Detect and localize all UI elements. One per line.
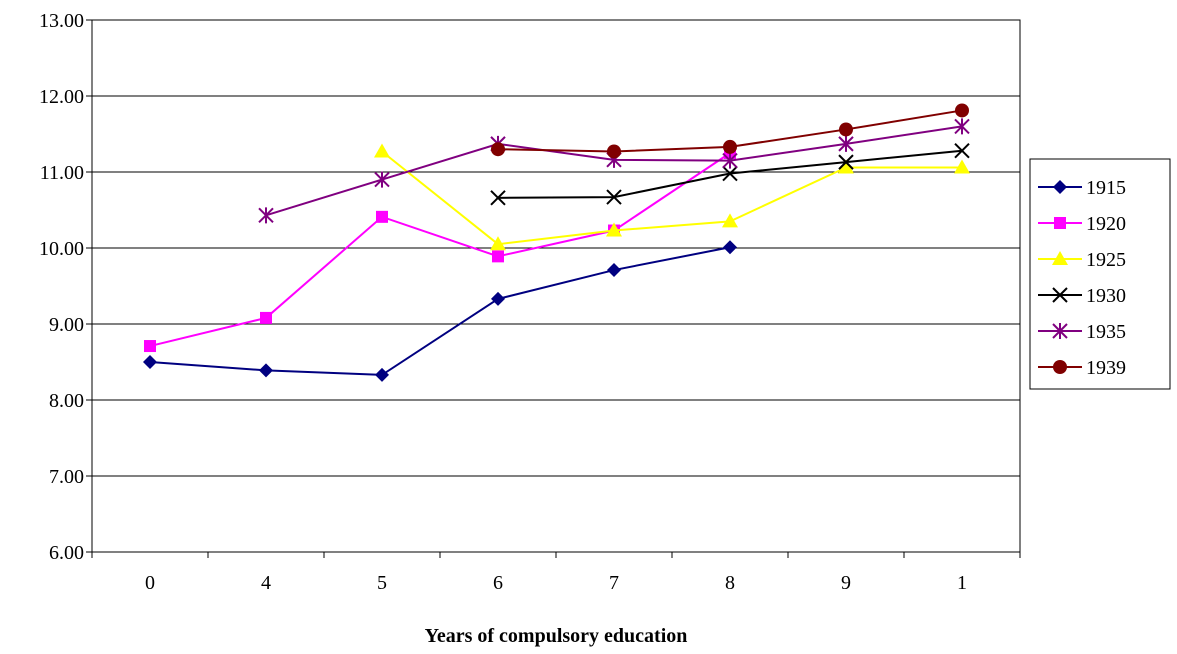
x-tick-label: 1 [957, 572, 967, 594]
data-point [606, 222, 622, 237]
data-point [490, 190, 506, 206]
legend-item: 1939 [1038, 357, 1126, 379]
data-point [838, 159, 854, 174]
x-tick-label: 4 [261, 572, 271, 594]
y-tick-label: 6.00 [49, 542, 84, 564]
data-point [492, 250, 504, 263]
legend-marker [1053, 360, 1067, 374]
x-tick-label: 8 [725, 572, 735, 594]
data-point [955, 103, 969, 118]
series-1915 [143, 240, 737, 382]
legend-item: 1930 [1038, 285, 1126, 307]
legend-label: 1935 [1086, 321, 1126, 343]
legend-box [1029, 158, 1171, 390]
series-1939 [491, 103, 969, 159]
data-point [374, 143, 390, 158]
x-axis-label: Years of compulsory education [425, 625, 688, 647]
series-1925 [374, 143, 970, 251]
legend-label: 1939 [1086, 357, 1126, 379]
legend-label: 1930 [1086, 285, 1126, 307]
data-point [490, 236, 506, 251]
data-point [723, 139, 737, 154]
y-tick-label: 8.00 [49, 390, 84, 412]
plot-area [91, 19, 1021, 553]
y-axis: 6.00 7.00 8.00 9.00 10.00 11.00 12.00 13.00 [39, 10, 92, 564]
legend-marker [1054, 217, 1066, 229]
data-point [258, 207, 274, 224]
data-point [260, 311, 272, 324]
data-point [144, 340, 156, 353]
y-tick-label: 11.00 [40, 162, 84, 184]
data-point [954, 143, 970, 159]
y-tick-label: 7.00 [49, 466, 84, 488]
legend-item: 1925 [1038, 249, 1126, 271]
legend-label: 1920 [1086, 213, 1126, 235]
data-point [374, 171, 390, 188]
data-point [491, 291, 505, 306]
legend-label: 1915 [1086, 177, 1126, 199]
legend-label: 1925 [1086, 249, 1126, 271]
y-tick-label: 13.00 [39, 10, 84, 32]
data-point [607, 263, 621, 278]
data-point [375, 367, 389, 382]
data-point [722, 152, 738, 169]
data-point [839, 122, 853, 137]
series-line [265, 125, 963, 217]
legend-marker [1053, 180, 1067, 194]
data-point [954, 159, 970, 174]
data-point [607, 144, 621, 159]
y-tick-label: 10.00 [39, 238, 84, 260]
x-tick-label: 7 [609, 572, 619, 594]
series-line [149, 152, 731, 348]
legend-marker [1052, 251, 1068, 265]
data-point [838, 135, 854, 152]
data-point [723, 240, 737, 255]
gridlines [92, 95, 1020, 477]
data-point [722, 165, 738, 182]
series-1920 [144, 147, 736, 353]
legend-marker [1052, 323, 1068, 339]
data-point [954, 118, 970, 135]
series-line [381, 150, 962, 246]
legend-item: 1920 [1038, 213, 1126, 235]
series-line [149, 246, 731, 376]
x-tick-label: 6 [493, 572, 503, 594]
data-point [143, 355, 157, 369]
data-point [722, 213, 738, 228]
legend: 1915 1920 1925 1930 1935 1939 [1029, 158, 1171, 390]
legend-item: 1935 [1038, 321, 1126, 343]
data-point [376, 210, 388, 223]
data-point [491, 142, 505, 157]
x-axis: 0 4 5 6 7 8 9 1 [91, 552, 1021, 594]
x-tick-label: 5 [377, 572, 387, 594]
legend-marker [1052, 287, 1068, 303]
data-point [838, 154, 854, 170]
x-tick-label: 0 [145, 572, 155, 594]
data-point [259, 363, 273, 378]
y-tick-label: 12.00 [39, 86, 84, 108]
x-tick-label: 9 [841, 572, 851, 594]
legend-item: 1915 [1038, 177, 1126, 199]
series-1935 [258, 118, 970, 224]
y-tick-label: 9.00 [49, 314, 84, 336]
series-group [143, 103, 970, 382]
series-1930 [490, 143, 970, 206]
data-point [606, 189, 622, 205]
